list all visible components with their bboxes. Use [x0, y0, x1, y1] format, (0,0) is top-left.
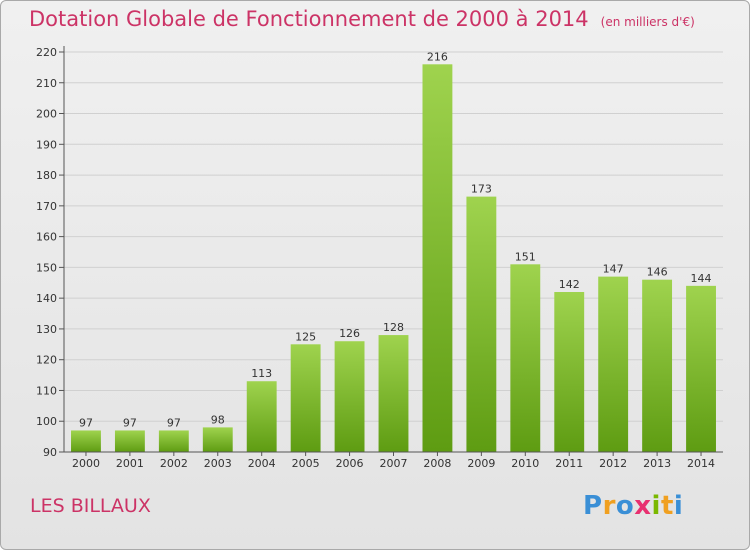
data-label-2007: 128 — [383, 321, 404, 334]
bar-2002 — [158, 430, 189, 452]
x-tick-label: 2014 — [687, 457, 715, 470]
data-label-2004: 113 — [251, 367, 272, 380]
data-label-2002: 97 — [167, 416, 181, 429]
x-tick-label: 2013 — [643, 457, 671, 470]
bar-2006 — [334, 341, 365, 452]
data-label-2005: 125 — [295, 330, 316, 343]
x-tick-label: 2008 — [423, 457, 451, 470]
y-tick-label: 130 — [36, 323, 57, 336]
data-label-2008: 216 — [427, 50, 448, 63]
data-label-2013: 146 — [647, 266, 668, 279]
y-tick-label: 180 — [36, 169, 57, 182]
bar-2003 — [202, 427, 233, 452]
axes: 90 100 110 120 130 140 150 160 170 180 190 200 210 22… — [36, 46, 723, 470]
data-label-2014: 144 — [691, 272, 712, 285]
x-tick-label: 2003 — [204, 457, 232, 470]
logo-letter: r — [602, 491, 616, 521]
bar-2013 — [642, 279, 673, 452]
bar-2004 — [246, 381, 277, 452]
y-tick-label: 220 — [36, 46, 57, 59]
y-tick-label: 160 — [36, 231, 57, 244]
bar-2012 — [598, 276, 629, 452]
logo-letter: P — [583, 491, 603, 521]
x-tick-label: 2012 — [599, 457, 627, 470]
data-label-2012: 147 — [603, 263, 624, 276]
x-tick-label: 2002 — [160, 457, 188, 470]
data-label-2009: 173 — [471, 183, 492, 196]
logo-letter: i — [651, 491, 661, 521]
x-tick-label: 2004 — [248, 457, 276, 470]
data-label-2006: 126 — [339, 327, 360, 340]
chart-title: Dotation Globale de Fonctionnement de 20… — [29, 7, 695, 31]
bar-2007 — [378, 335, 409, 452]
y-tick-label: 210 — [36, 77, 57, 90]
bar-2009 — [466, 196, 497, 452]
y-tick-label: 100 — [36, 415, 57, 428]
y-tick-label: 140 — [36, 292, 57, 305]
bar-2000 — [71, 430, 101, 452]
bar-2005 — [290, 344, 321, 452]
logo-letter: x — [634, 491, 652, 521]
y-tick-label: 190 — [36, 138, 57, 151]
x-tick-label: 2010 — [511, 457, 539, 470]
proxiti-logo: Proxiti — [583, 491, 683, 521]
logo-letter: t — [660, 491, 674, 521]
x-tick-label: 2000 — [72, 457, 100, 470]
y-tick-label: 170 — [36, 200, 57, 213]
bar-2001 — [114, 430, 145, 452]
data-label-2011: 142 — [559, 278, 580, 291]
bar-2010 — [510, 264, 541, 452]
x-tick-label: 2005 — [292, 457, 320, 470]
logo-letter: o — [615, 491, 635, 521]
data-label-2010: 151 — [515, 250, 536, 263]
commune-name: LES BILLAUX — [30, 495, 151, 517]
title-text: Dotation Globale de Fonctionnement de 20… — [29, 7, 589, 31]
unit-label: (en milliers d'€) — [600, 15, 695, 29]
bar-2011 — [554, 292, 585, 452]
logo-letter: i — [673, 491, 684, 521]
x-tick-label: 2006 — [336, 457, 364, 470]
data-label-2003: 98 — [211, 413, 225, 426]
x-tick-label: 2011 — [555, 457, 583, 470]
x-tick-label: 2007 — [380, 457, 408, 470]
x-tick-label: 2009 — [467, 457, 495, 470]
x-tick-label: 2001 — [116, 457, 144, 470]
data-label-2000: 97 — [79, 416, 93, 429]
y-tick-label: 200 — [36, 108, 57, 121]
y-tick-label: 150 — [36, 261, 57, 274]
y-tick-label: 90 — [43, 446, 57, 459]
bars: 97 97 97 98 113 125 126 128 216 173 151 142 147 146 14… — [71, 50, 716, 453]
data-label-2001: 97 — [123, 416, 137, 429]
bar-2008 — [422, 64, 453, 453]
y-tick-label: 110 — [36, 384, 57, 397]
bar-2014 — [686, 285, 716, 452]
y-tick-label: 120 — [36, 354, 57, 367]
